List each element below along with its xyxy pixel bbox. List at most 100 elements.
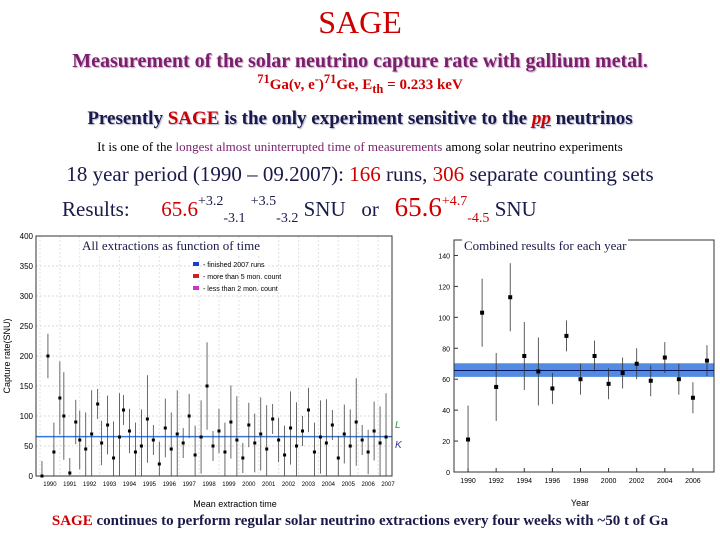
legend-less: - less than 2 mon. count [203,286,278,293]
right-y-tick-label: 120 [438,284,450,291]
left-x-tick-label: 1995 [143,482,157,488]
right-xlabel: Year [571,498,589,508]
left-point [241,456,245,460]
results-line: Results: 65.6+3.2-3.1 +3.5-3.2 SNU or 65… [62,192,537,226]
left-point [90,432,94,436]
left-point [259,432,263,436]
left-point [247,423,251,427]
left-x-tick-label: 2001 [262,482,276,488]
right-y-tick-label: 0 [446,470,450,477]
left-point [187,414,191,418]
left-point [40,474,44,478]
left-point [62,414,66,418]
left-x-tick-label: 2004 [322,482,336,488]
label-k: K [395,440,403,451]
left-point [52,450,56,454]
left-ylabel: Capture rate(SNU) [2,318,12,393]
left-point [372,429,376,433]
left-y-tick-label: 50 [24,442,33,451]
right-y-tick-label: 100 [438,315,450,322]
footer-statement: SAGE continues to perform regular solar … [51,513,669,529]
right-point [494,384,499,389]
left-point [151,438,155,442]
left-x-tick-label: 1998 [202,482,216,488]
left-x-tick-label: 1999 [222,482,236,488]
right-x-tick-label: 1996 [545,478,561,485]
page-title: SAGE [318,4,402,40]
left-point [330,423,334,427]
left-point [354,420,358,424]
left-point [145,417,149,421]
left-x-tick-label: 1993 [103,482,117,488]
left-y-tick-label: 200 [20,352,34,361]
left-point [139,444,143,448]
left-point [46,354,50,358]
right-point [634,361,639,366]
right-point [564,333,569,338]
left-point [360,438,364,442]
left-point [100,441,104,445]
left-x-tick-label: 1992 [83,482,97,488]
left-point [342,432,346,436]
right-point [578,377,583,382]
left-x-tick-label: 1991 [63,482,77,488]
left-point [295,444,299,448]
left-point [157,462,161,466]
right-y-tick-label: 80 [442,346,450,353]
right-y-tick-label: 40 [442,408,450,415]
left-point [211,444,215,448]
left-point [348,444,352,448]
chart-background [0,228,420,512]
right-point [662,355,667,360]
left-point [118,435,122,439]
left-point [265,447,269,451]
right-x-tick-label: 1992 [488,478,504,485]
left-point [235,438,239,442]
left-point [318,435,322,439]
period-statement: 18 year period (1990 – 09.2007): 166 run… [66,162,654,186]
left-point [301,429,305,433]
left-y-tick-label: 400 [20,232,34,241]
right-x-tick-label: 1990 [460,478,476,485]
legend-more: - more than 5 mon. count [203,274,281,281]
subtitle: Measurement of the solar neutrino captur… [72,50,648,72]
left-point [271,417,275,421]
left-points [40,333,388,478]
left-point [336,456,340,460]
left-point [106,423,110,427]
left-y-ticks: 0 50 100 150 200 250 300 350 400 [20,232,34,481]
right-point [592,354,597,358]
left-point [366,450,370,454]
left-x-tick-label: 1990 [43,482,57,488]
right-point [508,295,513,300]
left-y-tick-label: 300 [20,292,34,301]
left-panel-label: All extractions as function of time [80,238,262,254]
left-x-ticks: 1990 1991 1992 1993 1994 1995 1996 1997 1998 1999… [43,482,395,488]
right-panel-label: Combined results for each year [462,238,629,254]
right-point [620,371,625,376]
left-y-tick-label: 150 [20,382,34,391]
left-point [127,429,131,433]
left-point [378,441,382,445]
reaction-formula: 71Ga(ν, e-)71Ge, Eth = 0.233 keV [257,72,463,96]
right-point [704,358,709,363]
left-point [163,426,167,430]
left-point [217,429,221,433]
right-y-tick-label: 140 [438,253,450,260]
left-point [289,426,293,430]
right-x-tick-label: 2000 [601,478,617,485]
left-point [193,453,197,457]
right-points [466,263,709,472]
left-x-tick-label: 1996 [163,482,177,488]
right-y-tick-label: 20 [442,439,450,446]
left-xlabel: Mean extraction time [193,499,277,509]
right-point [676,377,681,382]
left-point [74,420,78,424]
left-point [181,441,185,445]
left-legend: - finished 2007 runs - more than 5 mon. … [193,262,281,293]
left-point [205,384,209,388]
left-x-tick-label: 1997 [182,482,196,488]
left-point [96,402,100,406]
left-point [68,471,72,475]
left-x-tick-label: 2005 [342,482,356,488]
